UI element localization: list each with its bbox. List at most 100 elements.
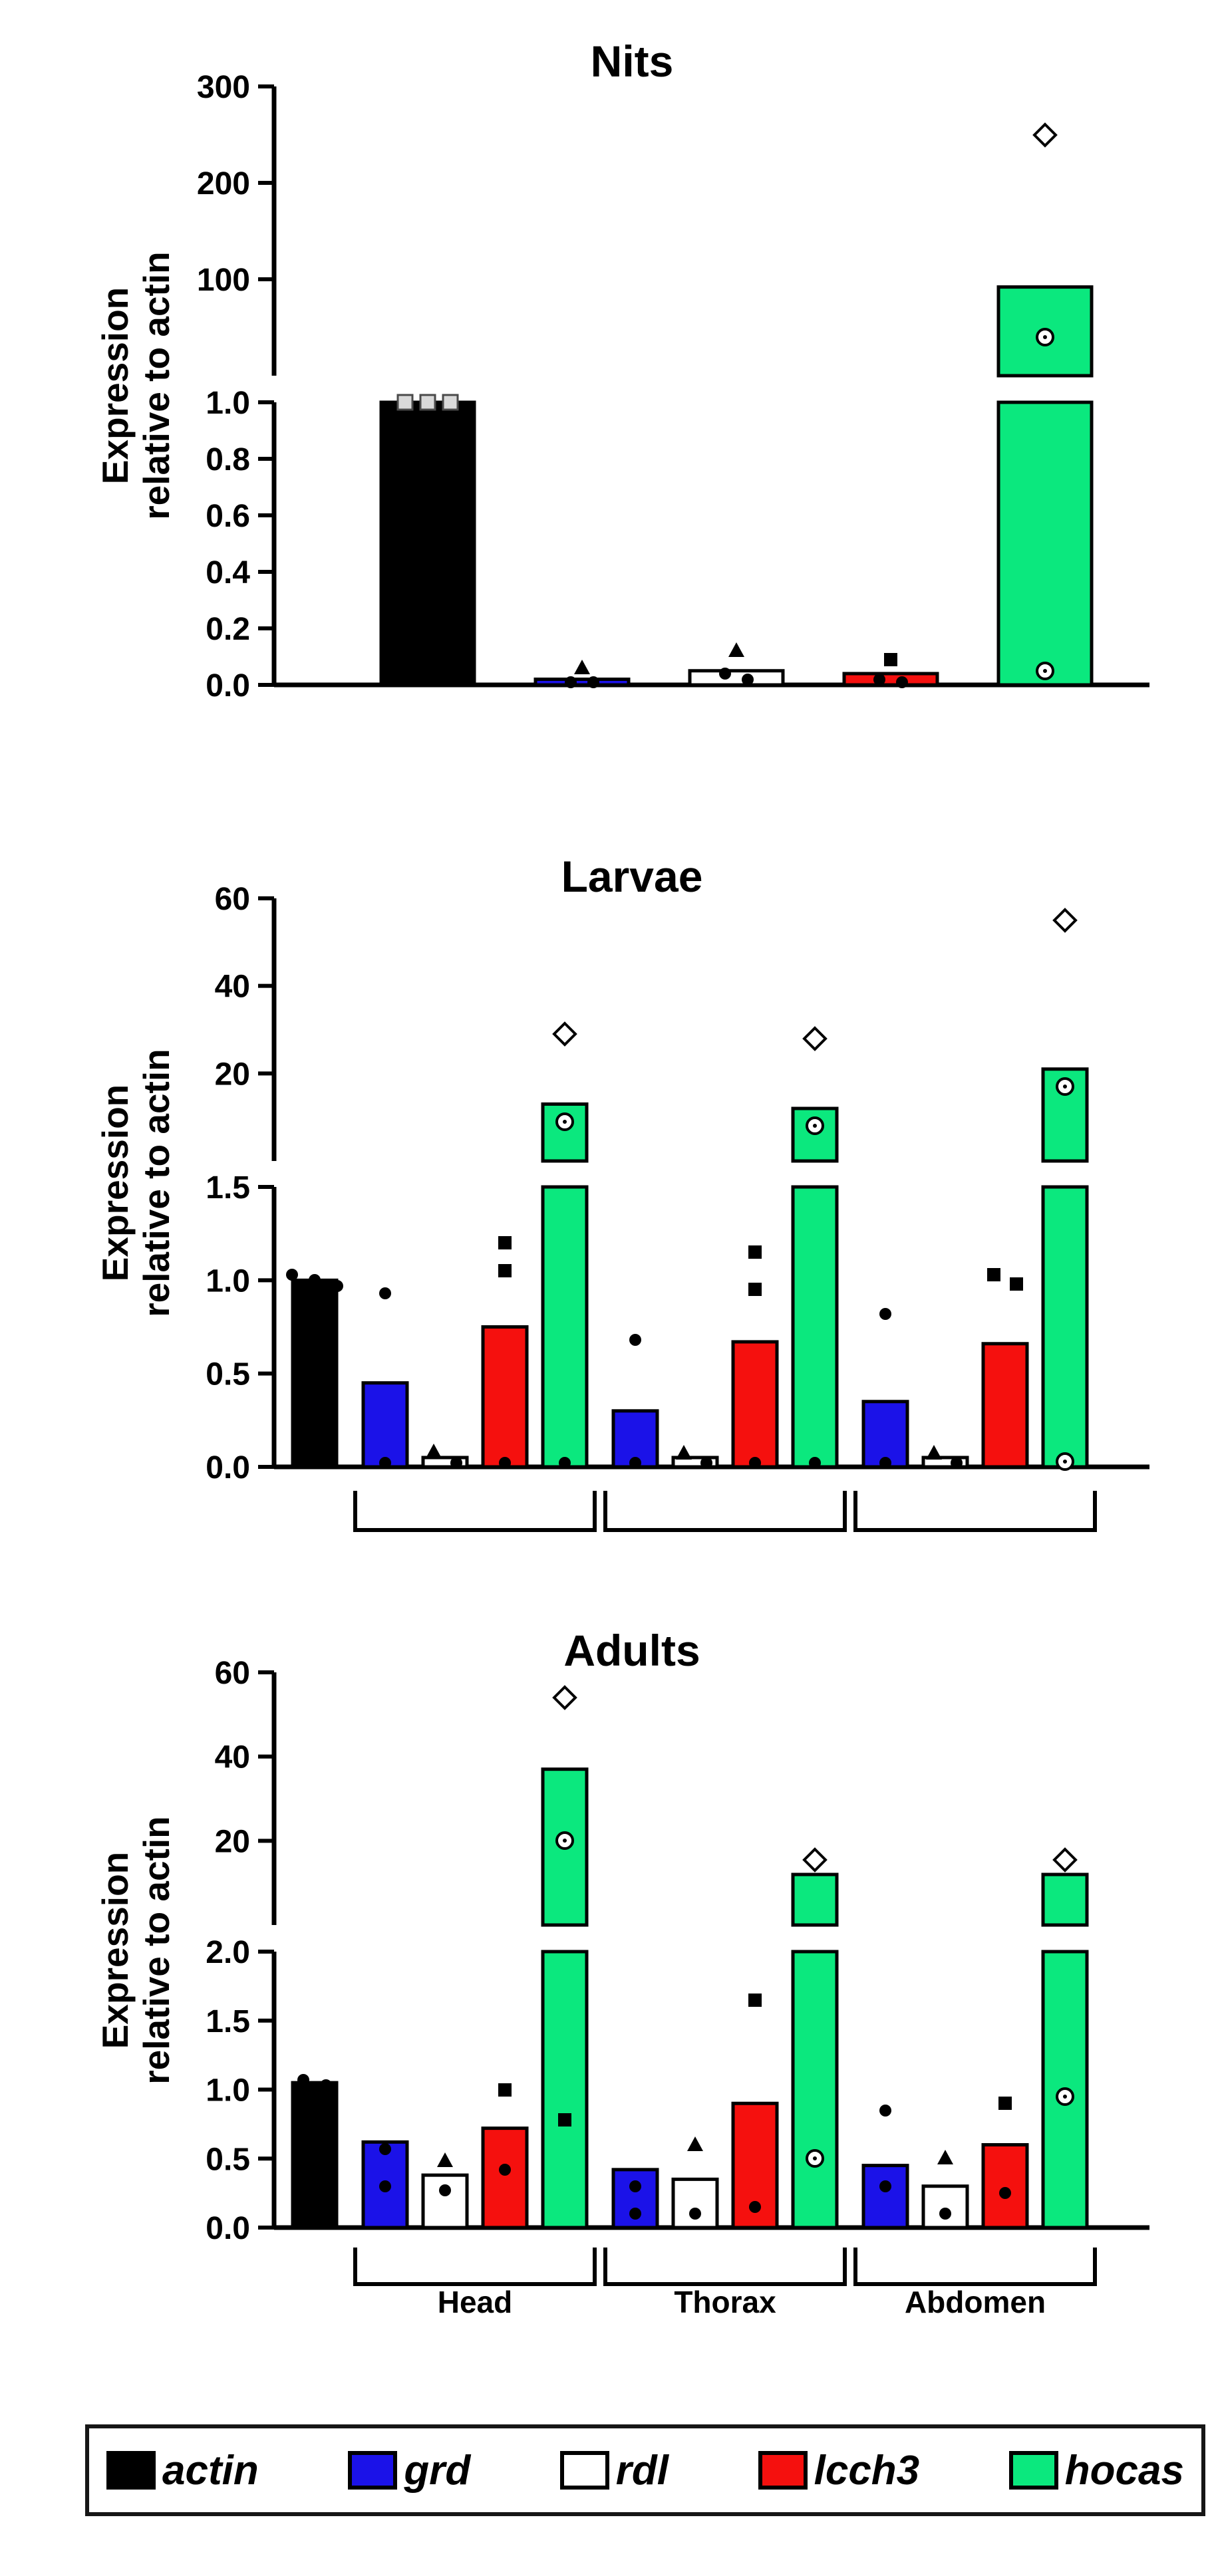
bar-actin <box>291 1278 339 1469</box>
data-point-open-diamond <box>1052 908 1078 933</box>
data-point-dot <box>331 1280 343 1292</box>
y-tick-label: 20 <box>215 1057 250 1092</box>
data-point-dot <box>749 2201 761 2213</box>
bar-hocas-lower <box>791 1950 839 2230</box>
bar-lcch3 <box>842 672 939 687</box>
bar-grd <box>861 1400 909 1469</box>
data-point-dot <box>499 1457 511 1469</box>
data-point-triangle <box>687 2136 703 2151</box>
y-tick-label: 1.5 <box>206 1170 250 1206</box>
data-point-dot <box>379 1287 391 1299</box>
y-axis-label-line1: Expression <box>94 287 136 485</box>
group-bracket <box>353 1491 597 1532</box>
group-bracket <box>603 1491 847 1532</box>
legend-label: rdl <box>615 2447 669 2494</box>
data-point-open-circle-center <box>1043 335 1047 339</box>
legend-swatch-grd <box>348 2451 398 2490</box>
group-bracket <box>853 1491 1097 1532</box>
y-tick-label: 40 <box>215 1740 250 1775</box>
data-point-open-circle-center <box>563 1839 567 1843</box>
legend-label: hocas <box>1064 2447 1184 2494</box>
legend-swatch-hocas <box>1008 2451 1058 2490</box>
data-point-open-square <box>396 394 414 411</box>
group-bracket <box>603 2248 847 2286</box>
data-point-dot <box>309 1274 321 1286</box>
data-point-dot <box>297 2074 309 2086</box>
bar-lcch3 <box>981 1342 1029 1469</box>
larvae-chart-canvas: Larvae Expression relative to actin 60 40 20 1… <box>94 852 1149 1532</box>
data-point-dot <box>719 668 731 680</box>
legend-item-grd: grd <box>348 2447 470 2494</box>
data-point-dot <box>873 674 885 686</box>
y-tick-label: 0.4 <box>206 555 250 590</box>
data-point-dot <box>700 1457 712 1469</box>
data-point-open-diamond <box>552 1685 577 1710</box>
nits-chart-canvas: Nits Expression relative to actin 300 200 100… <box>94 37 1149 704</box>
data-point-open-square <box>442 394 459 411</box>
data-point-dot <box>629 2208 641 2220</box>
group-label: Abdomen <box>905 2285 1046 2319</box>
group-label: Head <box>438 2285 512 2319</box>
data-point-dot <box>629 1334 641 1346</box>
data-point-dot <box>320 2079 332 2091</box>
y-tick-label: 2.0 <box>206 1935 250 1970</box>
data-point-square <box>558 2113 571 2126</box>
data-point-dot <box>559 1457 571 1469</box>
y-tick-label: 1.5 <box>206 2004 250 2039</box>
data-point-square <box>748 1994 762 2007</box>
data-point-square <box>498 2083 512 2097</box>
y-axis-label-line2: relative to actin <box>136 1049 177 1317</box>
data-point-dot <box>439 2184 451 2196</box>
data-point-open-circle-center <box>1063 2095 1067 2099</box>
bar-lcch3 <box>481 1325 529 1469</box>
data-point-dot <box>379 1457 391 1469</box>
bar-rdl <box>421 2173 469 2230</box>
data-point-dot <box>879 1457 891 1469</box>
legend-swatch-lcch3 <box>758 2451 808 2490</box>
group-bracket <box>353 2248 597 2286</box>
data-point-dot <box>629 1457 641 1469</box>
y-tick-label: 0.0 <box>206 2211 250 2246</box>
y-tick-label: 1.0 <box>206 386 250 421</box>
data-point-square <box>498 1264 512 1277</box>
bar-hocas-lower <box>1041 1185 1089 1469</box>
data-point-open-diamond <box>1052 1847 1078 1872</box>
data-point-dot <box>689 2208 701 2220</box>
chart-adults: Adults Expression relative to actin 60 40 20 2… <box>0 1622 1212 2357</box>
data-point-dot <box>587 676 599 688</box>
y-tick-label: 0.5 <box>206 2142 250 2177</box>
y-tick-label: 0.6 <box>206 499 250 534</box>
legend-item-rdl: rdl <box>559 2447 669 2494</box>
y-tick-label: 100 <box>197 263 250 298</box>
data-point-square <box>884 653 897 666</box>
bar-grd <box>533 678 631 687</box>
data-point-open-circle-center <box>1063 1085 1067 1089</box>
legend-swatch-actin <box>106 2451 156 2490</box>
bar-hocas-upper <box>1041 1067 1089 1163</box>
bar-lcch3 <box>731 1340 779 1469</box>
y-tick-label: 0.5 <box>206 1357 250 1392</box>
y-tick-label: 1.0 <box>206 2073 250 2109</box>
data-point-open-diamond <box>1032 122 1058 148</box>
chart-nits: Nits Expression relative to actin 300 200 100… <box>0 10 1212 718</box>
y-tick-label: 0.0 <box>206 668 250 704</box>
data-point-dot <box>629 2180 641 2192</box>
y-tick-label: 0.0 <box>206 1450 250 1485</box>
data-point-dot <box>879 2105 891 2117</box>
data-point-square <box>748 1245 762 1259</box>
data-point-open-circle-center <box>1043 669 1047 673</box>
bar-rdl <box>921 2184 969 2230</box>
data-point-dot <box>999 2187 1011 2199</box>
bar-hocas-lower <box>541 1950 589 2230</box>
data-point-open-circle-center <box>813 2156 817 2160</box>
bar-hocas-upper <box>1041 1872 1089 1927</box>
data-point-dot <box>742 674 754 686</box>
data-point-triangle <box>937 2150 953 2164</box>
y-tick-label: 0.8 <box>206 442 250 477</box>
legend: actin grd rdl lcch3 hocas <box>85 2424 1205 2516</box>
data-point-dot <box>951 1457 963 1469</box>
data-point-dot <box>286 1269 298 1281</box>
data-point-dot <box>879 1308 891 1320</box>
chart-title: Nits <box>591 37 674 86</box>
